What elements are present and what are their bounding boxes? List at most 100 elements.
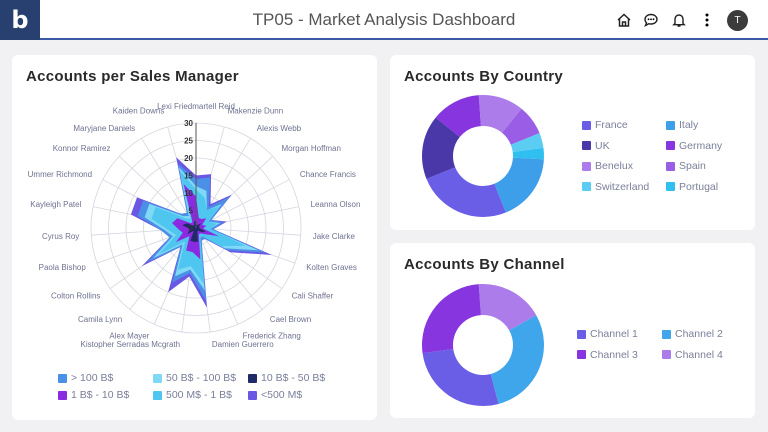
app-header: b TP05 - Market Analysis Dashboard T [0, 0, 768, 40]
legend-swatch [248, 373, 257, 383]
legend-item-france[interactable]: France [582, 119, 628, 131]
legend-swatch [666, 182, 675, 191]
donut-slice-channel-4[interactable] [478, 284, 537, 331]
legend-label: 1 B$ - 10 B$ [71, 389, 130, 401]
legend-swatch [577, 329, 586, 339]
legend-swatch [58, 390, 67, 400]
legend-label: Spain [679, 160, 706, 172]
legend-swatch [153, 373, 162, 383]
legend-item-uk[interactable]: UK [582, 140, 610, 152]
radar-category-label: Lexi Friedmartell Reid [157, 102, 235, 111]
legend-label: Italy [679, 119, 699, 131]
legend-swatch [582, 182, 591, 191]
donut-slice-italy[interactable] [494, 157, 544, 213]
legend-item-switzerland[interactable]: Switzerland [582, 181, 649, 193]
legend-swatch [577, 350, 586, 359]
donut-slice-uk[interactable] [422, 117, 460, 179]
legend-label: France [595, 119, 628, 131]
radar-category-label: Cyrus Roy [42, 232, 79, 241]
radar-chart: 0 5 10 15 20 25 30 Lexi Friedmartell ReidMakenz… [28, 102, 361, 349]
country-donut-chart [422, 95, 545, 217]
radar-category-label: Chance Francis [300, 170, 356, 179]
legend-label: 500 M$ - 1 B$ [166, 389, 232, 401]
radar-tick-label: 5 [189, 207, 194, 216]
legend-item-500-m[interactable]: <500 M$ [248, 389, 302, 401]
radar-series-10-b-50-b[interactable] [182, 221, 206, 242]
user-avatar[interactable]: T [727, 10, 748, 31]
radar-tick-label: 0 [189, 224, 194, 233]
radar-category-label: Kayleigh Patel [30, 200, 81, 209]
radar-tick-label: 25 [184, 137, 193, 146]
legend-item-channel-1[interactable]: Channel 1 [577, 328, 638, 340]
donut-slice-portugal[interactable] [512, 147, 545, 160]
legend-label: 50 B$ - 100 B$ [166, 372, 237, 384]
radar-category-label: Camila Lynn [78, 315, 122, 324]
legend-swatch [582, 120, 591, 130]
bell-icon[interactable] [669, 10, 689, 30]
radar-tick-label: 10 [184, 189, 193, 198]
radar-tick-label: 30 [184, 119, 193, 128]
chat-icon[interactable] [641, 10, 661, 30]
legend-label: Benelux [595, 160, 633, 172]
home-icon[interactable] [614, 10, 634, 30]
page-title: TP05 - Market Analysis Dashboard [252, 10, 516, 29]
legend-label: <500 M$ [261, 389, 303, 401]
donut-slice-switzerland[interactable] [510, 133, 544, 153]
radar-category-label: Alexis Webb [257, 124, 302, 133]
legend-item-channel-2[interactable]: Channel 2 [662, 328, 723, 340]
radar-spoke [195, 227, 263, 310]
donut-slice-channel-2[interactable] [490, 315, 544, 404]
legend-item-channel-3[interactable]: Channel 3 [577, 349, 638, 361]
legend-item-benelux[interactable]: Benelux [582, 160, 633, 172]
radar-category-label: Maryjane Daniels [73, 124, 135, 133]
more-menu-icon[interactable] [697, 10, 717, 30]
radar-category-label: Frederick Zhang [243, 331, 301, 340]
radar-category-label: Alex Mayer [109, 331, 149, 340]
channel-donut-chart [422, 284, 544, 406]
radar-category-label: Paola Bishop [39, 263, 87, 272]
legend-item-10-b-50-b[interactable]: 10 B$ - 50 B$ [248, 372, 325, 384]
legend-item-portugal[interactable]: Portugal [666, 181, 718, 193]
radar-category-label: Cael Brown [270, 315, 311, 324]
legend-label: Portugal [679, 180, 719, 193]
legend-swatch [666, 120, 675, 130]
radar-category-label: Colton Rollins [51, 292, 100, 301]
legend-swatch [248, 390, 257, 400]
legend-label: Channel 4 [675, 348, 723, 361]
donut-slice-benelux[interactable] [478, 95, 522, 133]
card-title: Accounts By Channel [404, 256, 565, 273]
legend-item-100-b[interactable]: > 100 B$ [58, 372, 113, 384]
legend-swatch [58, 373, 67, 383]
radar-category-label: Cali Shaffer [292, 292, 334, 301]
app-logo[interactable]: b [0, 0, 40, 40]
radar-category-label: Jake Clarke [313, 232, 356, 241]
radar-tick-label: 15 [184, 172, 193, 181]
legend-item-50-b-100-b[interactable]: 50 B$ - 100 B$ [153, 372, 236, 384]
legend-swatch [666, 161, 675, 171]
radar-category-label: Kolten Graves [306, 263, 357, 272]
legend-item-germany[interactable]: Germany [666, 140, 722, 152]
card-title: Accounts per Sales Manager [26, 68, 239, 85]
donut-slice-germany[interactable] [435, 95, 481, 138]
radar-spoke [195, 227, 239, 325]
donut-slice-channel-1[interactable] [422, 348, 499, 406]
donut-slice-spain[interactable] [501, 108, 540, 145]
legend-label: Channel 2 [675, 328, 723, 340]
legend-swatch [153, 390, 162, 400]
legend-item-1-b-10-b[interactable]: 1 B$ - 10 B$ [58, 389, 129, 401]
donut-slice-channel-3[interactable] [422, 284, 481, 354]
legend-label: Channel 3 [590, 348, 638, 361]
donut-slice-france[interactable] [426, 167, 506, 217]
legend-label: Switzerland [595, 180, 650, 193]
radar-tick-label: 20 [184, 154, 193, 163]
legend-item-spain[interactable]: Spain [666, 160, 706, 172]
legend-label: Germany [679, 139, 723, 152]
legend-item-500-m-1-b[interactable]: 500 M$ - 1 B$ [153, 389, 232, 401]
radar-category-label: Leanna Olson [311, 200, 361, 209]
legend-item-italy[interactable]: Italy [666, 119, 698, 131]
radar-category-label: Kistopher Serradas Mcgrath [80, 340, 180, 349]
legend-swatch [666, 141, 675, 150]
legend-item-channel-4[interactable]: Channel 4 [662, 349, 723, 361]
legend-swatch [582, 141, 591, 150]
legend-swatch [582, 161, 591, 171]
